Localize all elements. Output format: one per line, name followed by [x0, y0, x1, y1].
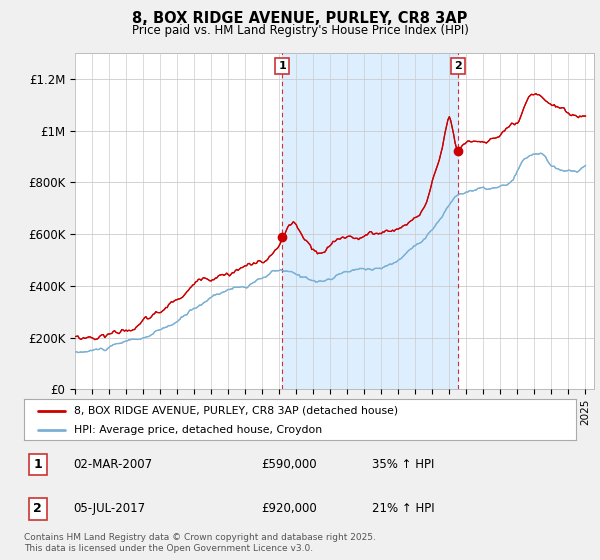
Text: 2: 2	[454, 61, 462, 71]
Text: 8, BOX RIDGE AVENUE, PURLEY, CR8 3AP: 8, BOX RIDGE AVENUE, PURLEY, CR8 3AP	[133, 11, 467, 26]
Text: 35% ↑ HPI: 35% ↑ HPI	[372, 458, 434, 471]
Text: 1: 1	[278, 61, 286, 71]
Text: 8, BOX RIDGE AVENUE, PURLEY, CR8 3AP (detached house): 8, BOX RIDGE AVENUE, PURLEY, CR8 3AP (de…	[74, 405, 398, 416]
Text: 02-MAR-2007: 02-MAR-2007	[74, 458, 153, 471]
Text: 21% ↑ HPI: 21% ↑ HPI	[372, 502, 434, 515]
Text: £920,000: £920,000	[262, 502, 317, 515]
Text: 1: 1	[34, 458, 42, 471]
Text: £590,000: £590,000	[262, 458, 317, 471]
Text: Price paid vs. HM Land Registry's House Price Index (HPI): Price paid vs. HM Land Registry's House …	[131, 24, 469, 37]
Bar	[282, 53, 458, 389]
Text: 2: 2	[34, 502, 42, 515]
Text: Contains HM Land Registry data © Crown copyright and database right 2025.
This d: Contains HM Land Registry data © Crown c…	[24, 533, 376, 553]
Text: HPI: Average price, detached house, Croydon: HPI: Average price, detached house, Croy…	[74, 424, 322, 435]
Text: 05-JUL-2017: 05-JUL-2017	[74, 502, 146, 515]
